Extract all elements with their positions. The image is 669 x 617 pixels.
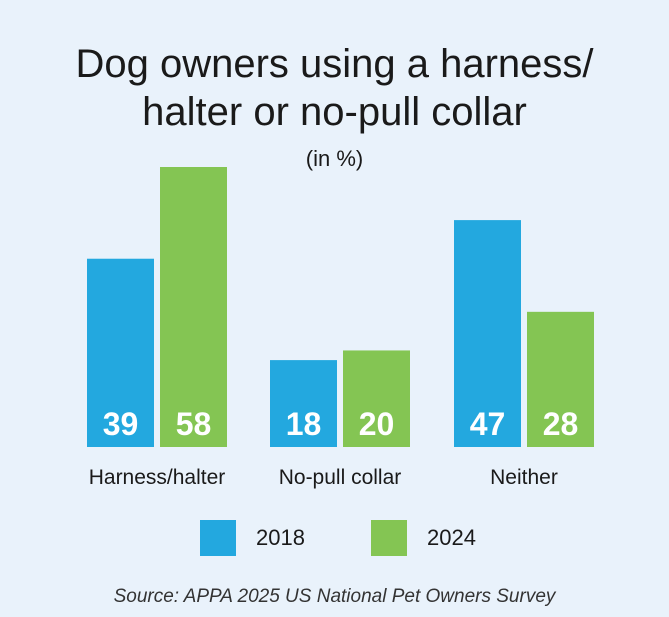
bar-2018-neither [454, 220, 521, 447]
chart-title-line2: halter or no-pull collar [142, 90, 527, 134]
data-label-2018-neither: 47 [470, 406, 506, 442]
bar-2024-no-pull-collar [343, 350, 410, 447]
data-label-2018-harness-halter: 39 [103, 406, 139, 442]
data-label-2024-neither: 28 [543, 406, 579, 442]
source-note: Source: APPA 2025 US National Pet Owners… [113, 586, 556, 607]
chart-title-line1: Dog owners using a harness/ [75, 42, 594, 86]
legend-label-2018: 2018 [256, 525, 305, 550]
legend-swatch-2018 [200, 520, 236, 556]
category-label-harness-halter: Harness/halter [89, 466, 226, 489]
bar-2018-harness-halter [87, 258, 154, 447]
data-label-2018-no-pull-collar: 18 [286, 406, 322, 442]
data-label-2024-harness-halter: 58 [176, 406, 212, 442]
bar-2024-harness-halter [160, 167, 227, 447]
legend-swatch-2024 [371, 520, 407, 556]
legend: 2018 2024 [0, 520, 669, 560]
legend-label-2024: 2024 [427, 525, 476, 550]
data-label-2024-no-pull-collar: 20 [359, 406, 395, 442]
bar-2024-neither [527, 311, 594, 447]
legend-item-2018: 2018 [200, 520, 305, 556]
category-label-no-pull-collar: No-pull collar [279, 466, 402, 489]
chart-subtitle: (in %) [305, 146, 364, 171]
legend-item-2024: 2024 [371, 520, 476, 556]
bar-chart: 39 58 Harness/halter 18 20 No-pull collar 47 28… [87, 167, 594, 489]
bar-2018-no-pull-collar [270, 360, 337, 447]
category-label-neither: Neither [490, 466, 558, 489]
chart-title: Dog owners using a harness/ halter or no… [0, 40, 669, 136]
